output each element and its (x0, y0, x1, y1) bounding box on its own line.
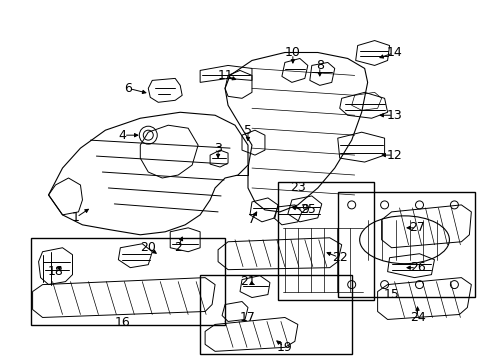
Text: 7: 7 (247, 213, 255, 226)
Bar (200, 275, 351, 354)
Text: 11: 11 (217, 69, 232, 82)
Text: 9: 9 (300, 203, 308, 216)
Text: 26: 26 (409, 261, 425, 274)
Text: 20: 20 (140, 241, 156, 254)
Text: 22: 22 (331, 251, 347, 264)
Text: 13: 13 (386, 109, 402, 122)
Text: 25: 25 (299, 203, 315, 216)
Text: 2: 2 (174, 241, 182, 254)
Text: 27: 27 (409, 221, 425, 234)
Text: 23: 23 (289, 181, 305, 194)
Bar (277, 182, 373, 300)
Text: 17: 17 (240, 311, 255, 324)
Text: 15: 15 (383, 288, 399, 301)
Text: 19: 19 (276, 341, 292, 354)
Text: 16: 16 (114, 316, 130, 329)
Text: 5: 5 (244, 124, 251, 137)
Text: 18: 18 (47, 265, 63, 278)
Text: 12: 12 (386, 149, 402, 162)
Text: 10: 10 (285, 46, 300, 59)
Bar (337, 192, 474, 297)
Text: 3: 3 (214, 141, 222, 155)
Text: 4: 4 (118, 129, 126, 142)
Bar (31, 238, 224, 325)
Text: 14: 14 (386, 46, 402, 59)
Text: 8: 8 (315, 59, 323, 72)
Text: 6: 6 (124, 82, 132, 95)
Text: 24: 24 (409, 311, 425, 324)
Text: 1: 1 (71, 211, 79, 224)
Text: 21: 21 (240, 275, 255, 288)
